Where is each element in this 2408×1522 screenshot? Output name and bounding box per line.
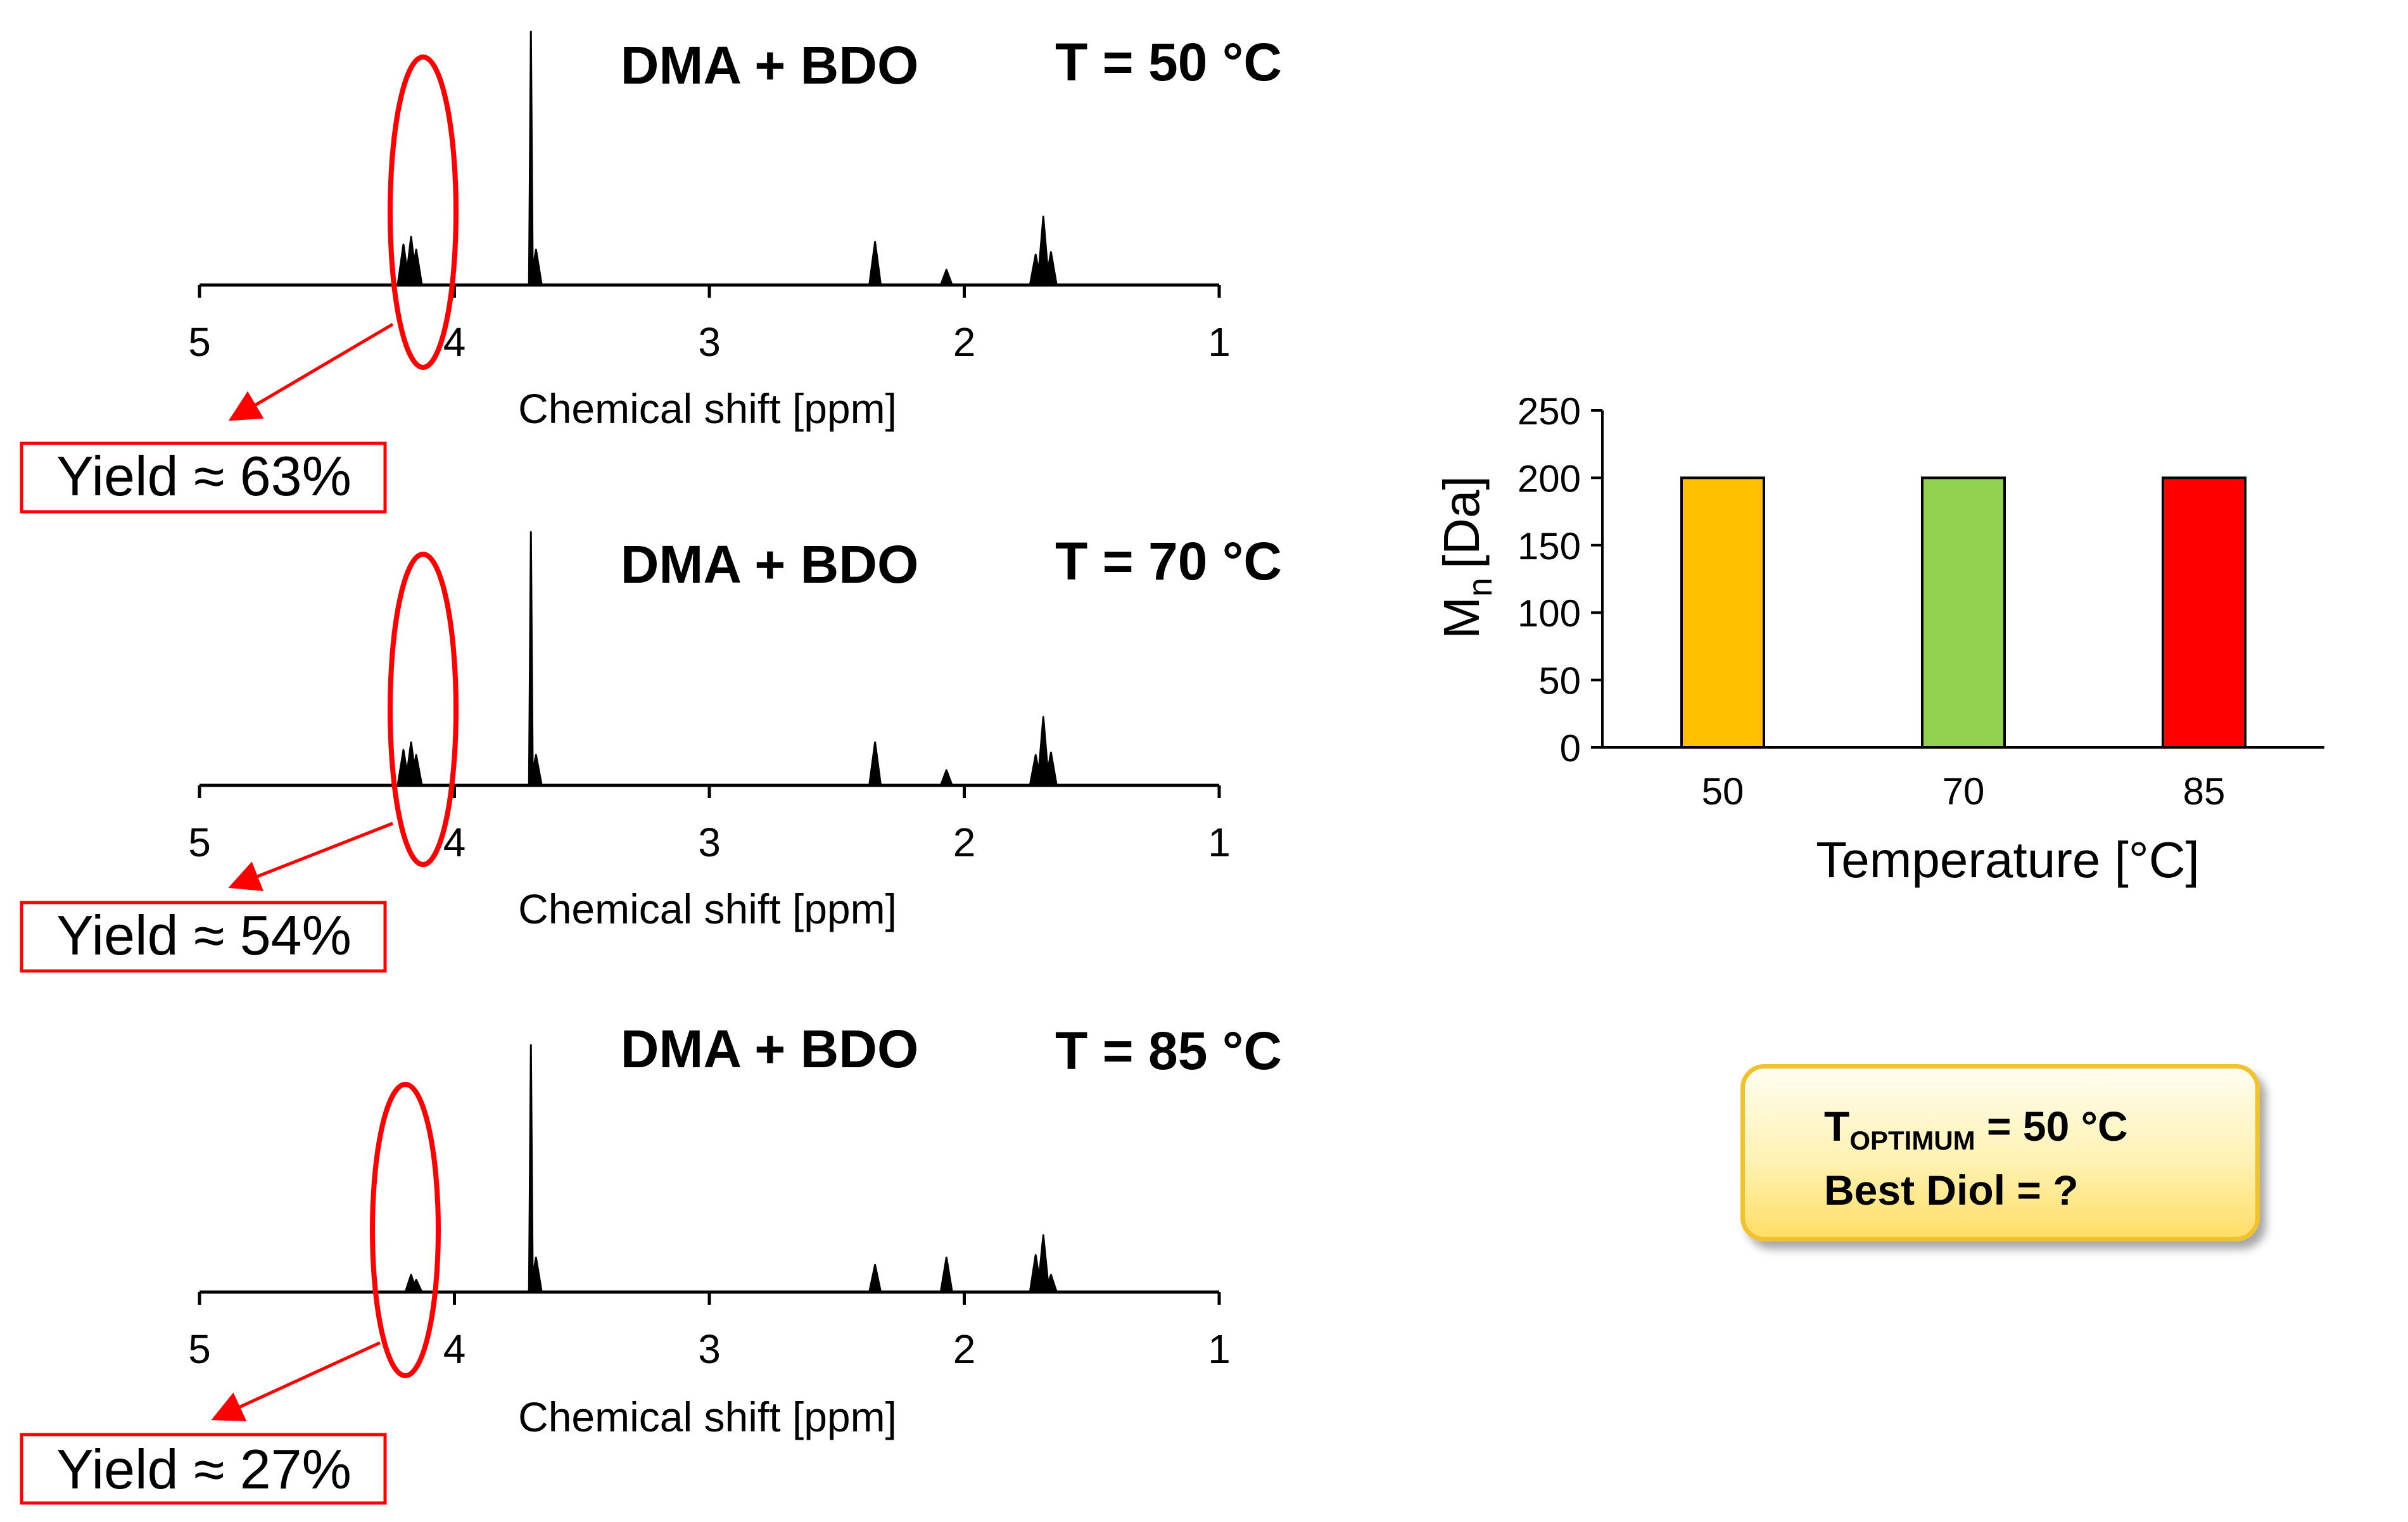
y-tick-label: 200 [1518,457,1581,500]
spectrum-peak [528,1044,534,1293]
yield-box [20,901,387,973]
spectrum-peak [529,754,543,787]
spectrum-peak [1044,751,1058,787]
x-tick-label: 2 [953,820,976,865]
x-tick-label: 2 [953,319,976,365]
bar-85 [2162,476,2246,749]
panel-temperature: T = 50 °C [1055,32,1282,92]
axis-label: Chemical shift [ppm] [518,385,897,432]
x-tick-label: 1 [1208,820,1231,865]
axis-label: Chemical shift [ppm] [518,1393,897,1440]
axis-label: Chemical shift [ppm] [518,885,897,932]
panel-title: DMA + BDO [621,1019,919,1079]
bar-plot-area: 0 50 100 150 200 250 50 70 85 [1518,390,2324,813]
ylabel-sub: n [1461,578,1499,597]
spectrum-peak [868,741,882,787]
x-tick-label: 3 [698,820,721,865]
spectrum-peak [1036,215,1050,286]
y-tick-label: 150 [1518,525,1581,568]
spectrum-peak [868,241,882,286]
callout-line-2: Best Diol = ? [1824,1167,2079,1214]
highlight-ellipse [370,1082,441,1378]
panel-temperature: T = 70 °C [1055,531,1282,591]
callout-value: = 50 °C [1975,1103,2128,1150]
spectrum-peak [409,248,423,286]
spectrum-peak [1044,1274,1058,1293]
panel-title: DMA + BDO [621,535,919,594]
x-tick-label: 4 [443,1326,466,1372]
yield-text: Yield ≈ 63% [56,445,352,507]
x-tick-label: 3 [698,1326,721,1372]
x-tick-label: 5 [188,319,211,365]
callout-arrow [228,821,393,891]
y-axis-title: Mn [Da] [1433,476,1499,638]
highlight-ellipse [388,54,459,370]
panel-title: DMA + BDO [621,35,919,95]
callout-sub: OPTIMUM [1849,1126,1975,1155]
callout-arrow [211,1341,381,1421]
callout-line-1: TOPTIMUM = 50 °C [1824,1101,2255,1165]
spectrum-peak [529,248,543,286]
callout-arrow [228,322,394,421]
spectrum-peak [1036,1234,1050,1293]
spectrum-peak [409,754,423,787]
spectrum-peak [939,1256,953,1293]
y-tick-label: 50 [1538,660,1581,702]
spectrum-peak [409,1279,423,1293]
x-tick-label: 85 [2183,770,2226,813]
yield-text: Yield ≈ 27% [56,1438,352,1500]
ylabel-main: M [1433,597,1490,639]
x-tick-label: 1 [1208,1326,1231,1372]
optimum-callout: TOPTIMUM = 50 °C Best Diol = ? [1740,1064,2260,1241]
x-tick-label: 3 [698,319,721,365]
highlight-ellipse [388,552,459,867]
mn-bar-chart: 0 50 100 150 200 250 50 70 85 Mn [Da] Temperature… [1433,390,2324,888]
spectrum-peak [1036,716,1050,787]
nmr-panel-85: DMA + BDO T = 85 °C 5 4 3 2 1 Chemical shift… [20,1019,1282,1505]
ylabel-unit: [Da] [1433,476,1490,569]
spectrum-peak [528,531,534,787]
y-tick-label: 0 [1560,727,1581,770]
x-tick-label: 5 [188,1326,211,1372]
x-axis-title: Temperature [°C] [1816,832,2200,888]
x-tick-label: 5 [188,820,211,865]
x-tick-label: 2 [953,1326,976,1372]
spectrum-peak [529,1256,543,1293]
y-tick-label: 250 [1518,390,1581,433]
nmr-spectrum-85: 5 4 3 2 1 [188,1044,1231,1372]
svg-text:Mn[Da]: Mn [Da] [1433,476,1499,638]
x-tick-label: 50 [1702,770,1744,813]
x-tick-label: 70 [1942,770,1985,813]
spectrum-peak [528,30,534,286]
bar-70 [1921,476,2006,749]
callout-t: T [1824,1103,1850,1150]
yield-box [20,1433,387,1505]
spectrum-peak [939,269,953,286]
x-tick-label: 1 [1208,319,1231,365]
yield-box [20,441,387,514]
spectrum-peak [1044,251,1058,286]
bar-50 [1680,476,1765,749]
spectrum-peak [868,1264,882,1293]
panel-temperature: T = 85 °C [1055,1021,1282,1081]
y-tick-label: 100 [1518,592,1581,635]
yield-text: Yield ≈ 54% [56,904,352,967]
spectrum-peak [939,769,953,787]
